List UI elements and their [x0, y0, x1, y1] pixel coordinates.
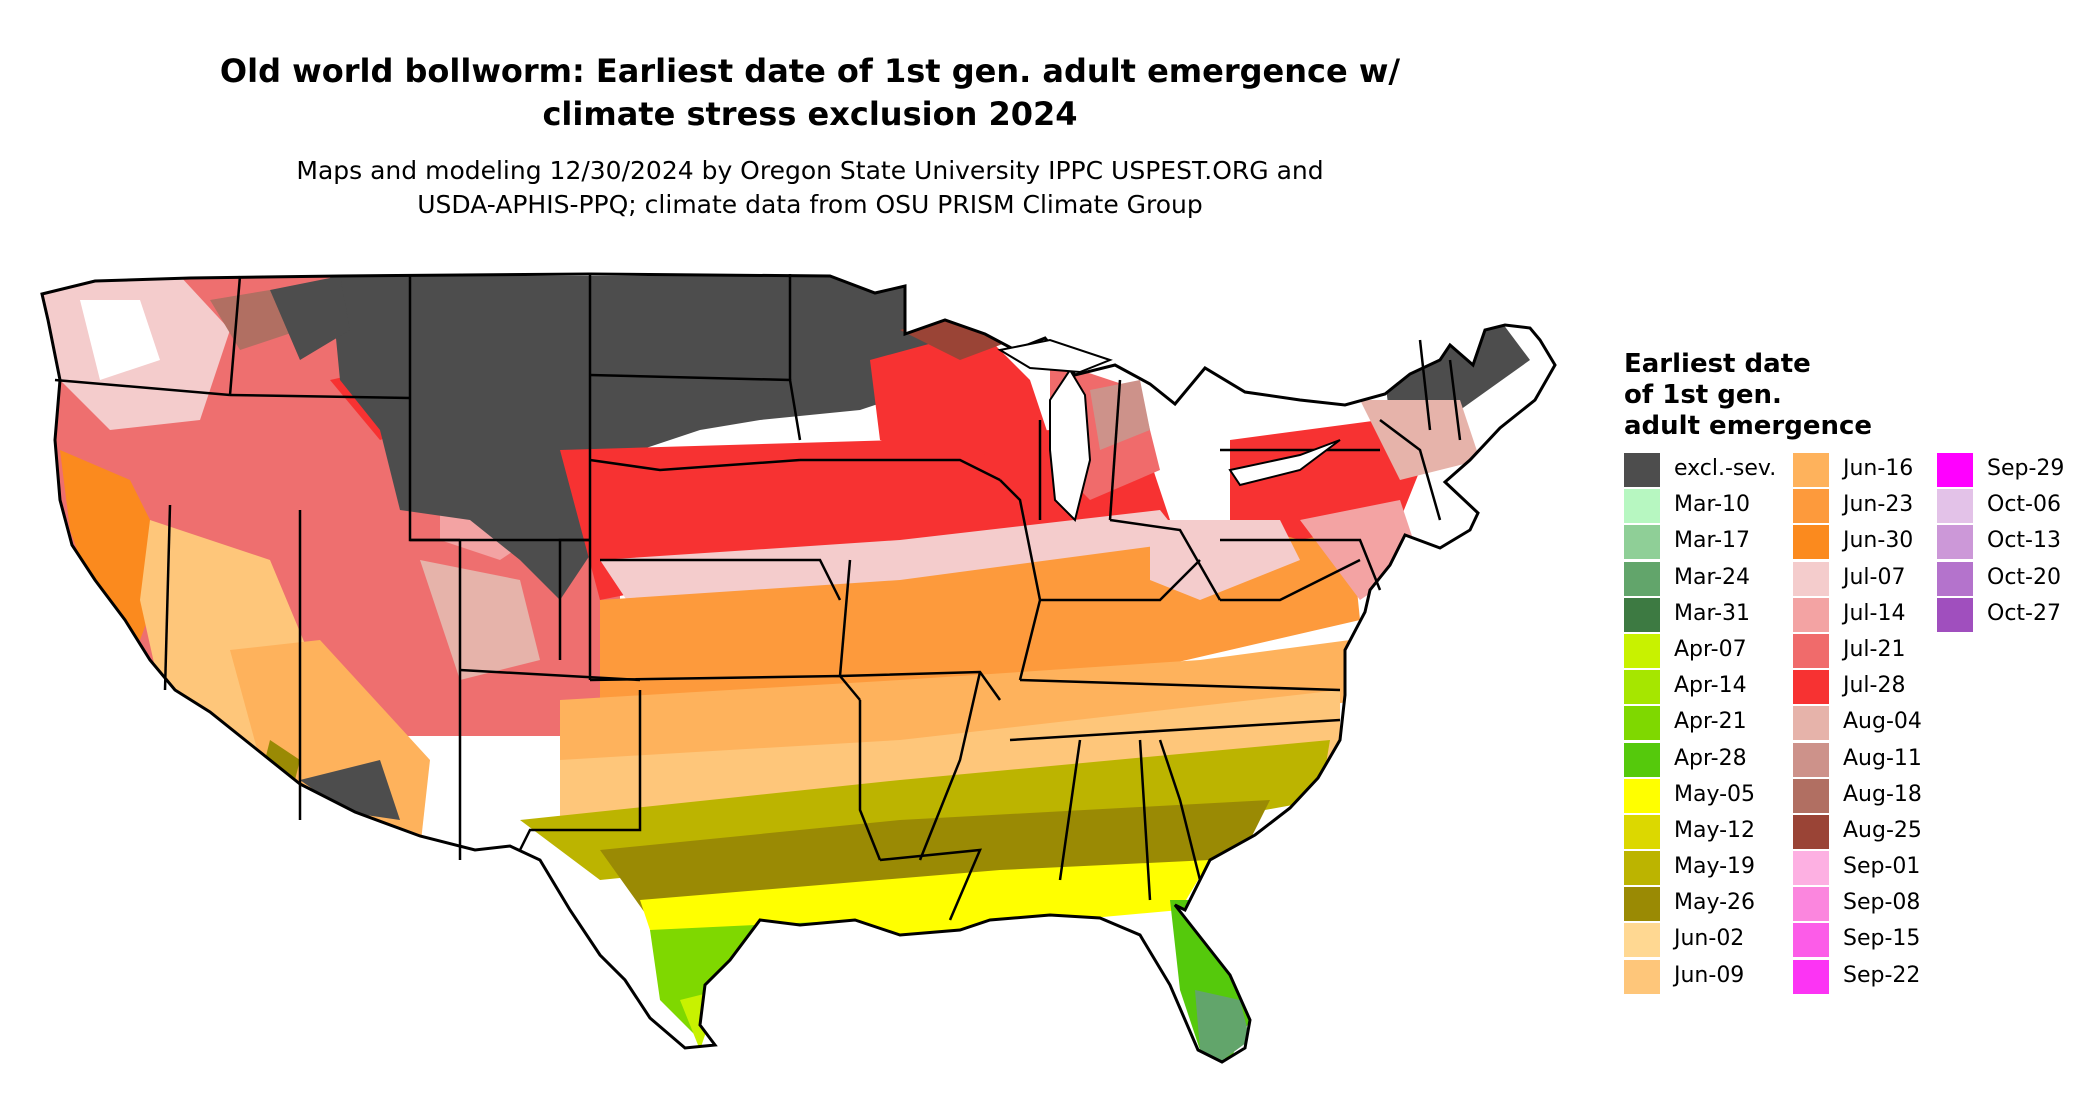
legend-swatch	[1624, 742, 1660, 777]
legend-swatch	[1793, 851, 1829, 886]
legend-label: Sep-22	[1843, 962, 1921, 988]
legend-swatch	[1624, 453, 1660, 487]
legend-swatch	[1624, 561, 1660, 596]
legend-label: Apr-28	[1674, 745, 1747, 771]
legend-swatch	[1937, 525, 1973, 560]
state-boundaries	[54, 274, 1462, 921]
legend-title-line-2: of 1st gen.	[1624, 380, 1782, 410]
legend-swatch	[1624, 778, 1660, 813]
legend-label: Apr-21	[1674, 709, 1747, 735]
chart-subtitle: Maps and modeling 12/30/2024 by Oregon S…	[0, 154, 1620, 222]
legend-label: Jul-21	[1843, 636, 1906, 662]
legend-swatch	[1793, 706, 1829, 741]
legend-label: Jun-23	[1843, 492, 1914, 518]
legend-label: Mar-31	[1674, 600, 1751, 626]
legend-swatch	[1793, 453, 1829, 487]
legend-swatch	[1624, 887, 1660, 922]
legend-swatch	[1624, 670, 1660, 705]
emergence-raster	[42, 276, 1530, 1062]
legend-swatch	[1624, 489, 1660, 524]
legend-swatch	[1793, 561, 1829, 596]
legend-swatch	[1624, 633, 1660, 668]
legend-swatch	[1793, 489, 1829, 524]
legend-label: Oct-27	[1987, 600, 2061, 626]
title-line-1: Old world bollworm: Earliest date of 1st…	[219, 52, 1401, 90]
legend-swatch	[1937, 453, 1973, 487]
legend-swatch	[1937, 597, 1973, 632]
us-outline	[40, 272, 1557, 1064]
legend-label: Apr-07	[1674, 636, 1747, 662]
legend-title-line-1: Earliest date	[1624, 349, 1811, 379]
legend-swatch	[1793, 778, 1829, 813]
legend-swatch	[1793, 597, 1829, 632]
subtitle-line-1: Maps and modeling 12/30/2024 by Oregon S…	[296, 156, 1324, 185]
legend-swatch	[1793, 633, 1829, 668]
legend-label: Jun-30	[1843, 528, 1914, 554]
legend-label: Aug-25	[1843, 817, 1922, 843]
legend-swatch	[1624, 706, 1660, 741]
legend-swatch	[1793, 887, 1829, 922]
legend-swatch	[1937, 489, 1973, 524]
legend-swatch	[1793, 525, 1829, 560]
great-lakes	[997, 338, 1341, 522]
legend-label: Sep-01	[1843, 854, 1921, 880]
legend-swatch	[1793, 814, 1829, 849]
legend-label: Sep-29	[1987, 456, 2065, 481]
legend-swatch	[1793, 670, 1829, 705]
legend-label: May-26	[1674, 890, 1756, 916]
legend-swatch	[1624, 597, 1660, 632]
legend-label: excl.-sev.	[1674, 456, 1777, 481]
legend-label: Oct-06	[1987, 492, 2061, 518]
legend-label: Sep-08	[1843, 890, 1921, 916]
title-line-2: climate stress exclusion 2024	[542, 95, 1078, 133]
legend-label: Apr-14	[1674, 673, 1747, 699]
legend-label: Aug-11	[1843, 745, 1922, 771]
legend-label: Jun-16	[1843, 456, 1914, 481]
legend-swatch	[1793, 923, 1829, 958]
legend-title: Earliest date of 1st gen. adult emergenc…	[1624, 349, 1924, 442]
legend-swatch	[1624, 525, 1660, 560]
legend-label: Aug-18	[1843, 781, 1922, 807]
legend-swatch	[1793, 959, 1829, 994]
legend-swatch	[1624, 923, 1660, 958]
legend-label: Mar-17	[1674, 528, 1751, 554]
legend-label: Jun-09	[1674, 962, 1745, 988]
legend-label: Mar-24	[1674, 564, 1751, 590]
legend-label: Aug-04	[1843, 709, 1922, 735]
legend-label: Mar-10	[1674, 492, 1751, 518]
legend-label: May-12	[1674, 817, 1756, 843]
legend-label: Oct-13	[1987, 528, 2061, 554]
legend-swatch	[1624, 959, 1660, 994]
legend-label: Jul-28	[1843, 673, 1906, 699]
legend-label: Jul-14	[1843, 600, 1906, 626]
legend-swatch	[1624, 851, 1660, 886]
legend-swatch	[1793, 742, 1829, 777]
legend-label: Oct-20	[1987, 564, 2061, 590]
subtitle-line-2: USDA-APHIS-PPQ; climate data from OSU PR…	[417, 190, 1203, 219]
legend-label: May-19	[1674, 854, 1756, 880]
legend-label: May-05	[1674, 781, 1756, 807]
legend-swatch	[1937, 561, 1973, 596]
legend-label: Sep-15	[1843, 926, 1921, 952]
legend-label: Jul-07	[1843, 564, 1906, 590]
chart-title: Old world bollworm: Earliest date of 1st…	[0, 50, 1620, 136]
legend-title-line-3: adult emergence	[1624, 411, 1873, 441]
legend-label: Jun-02	[1674, 926, 1745, 952]
legend-swatch	[1624, 814, 1660, 849]
